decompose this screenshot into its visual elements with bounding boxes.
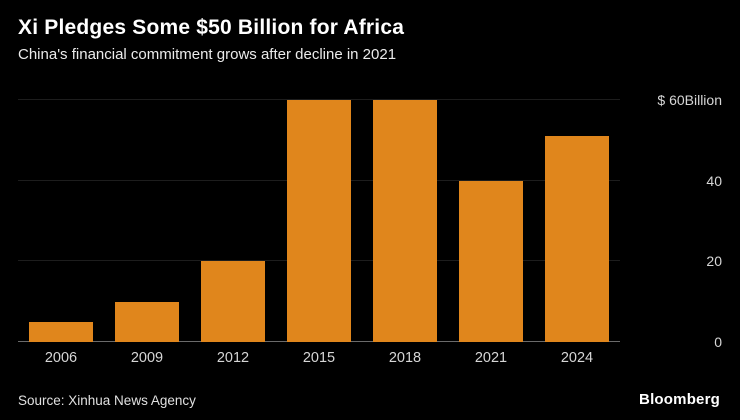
bar-slot-2009 — [104, 92, 190, 342]
bar-slot-2012 — [190, 92, 276, 342]
bar-2024 — [545, 136, 609, 342]
bar-chart: 0 20 40 $ 60Billion 2006 2009 2012 2015 2018 202… — [18, 92, 722, 366]
bar-2021 — [459, 180, 523, 342]
x-tick-label-2012: 2012 — [216, 350, 250, 366]
bar-slot-2024 — [534, 92, 620, 342]
footer: Source: Xinhua News Agency Bloomberg — [18, 391, 720, 408]
bar-2015 — [287, 100, 351, 342]
bar-slot-2015 — [276, 92, 362, 342]
x-tick-label-2021: 2021 — [474, 350, 508, 366]
bar-slot-2021 — [448, 92, 534, 342]
bar-slot-2018 — [362, 92, 448, 342]
bar-2009 — [115, 301, 179, 342]
y-tick-label-60: $ 60Billion — [657, 92, 722, 109]
bar-2018 — [373, 100, 437, 342]
bar-2006 — [29, 321, 93, 342]
x-tick-label-2018: 2018 — [388, 350, 422, 366]
bar-slot-2006 — [18, 92, 104, 342]
x-tick-label-2009: 2009 — [130, 350, 164, 366]
x-axis-labels: 2006 2009 2012 2015 2018 2021 2024 — [18, 350, 620, 366]
x-tick-label-2006: 2006 — [44, 350, 78, 366]
bar-2012 — [201, 261, 265, 342]
x-tick-label-2024: 2024 — [560, 350, 594, 366]
y-tick-label-40: 40 — [706, 172, 722, 189]
bars-container — [18, 92, 620, 342]
source-note: Source: Xinhua News Agency — [18, 393, 196, 408]
plot-area — [18, 92, 620, 342]
gridline-60 — [18, 99, 620, 101]
y-axis-labels: 0 20 40 $ 60Billion — [624, 92, 722, 350]
chart-title: Xi Pledges Some $50 Billion for Africa — [18, 16, 405, 39]
x-tick-label-2015: 2015 — [302, 350, 336, 366]
y-tick-label-20: 20 — [706, 253, 722, 270]
chart-subtitle: China's financial commitment grows after… — [18, 46, 397, 63]
bloomberg-logo: Bloomberg — [639, 391, 720, 408]
y-tick-label-0: 0 — [714, 334, 722, 350]
